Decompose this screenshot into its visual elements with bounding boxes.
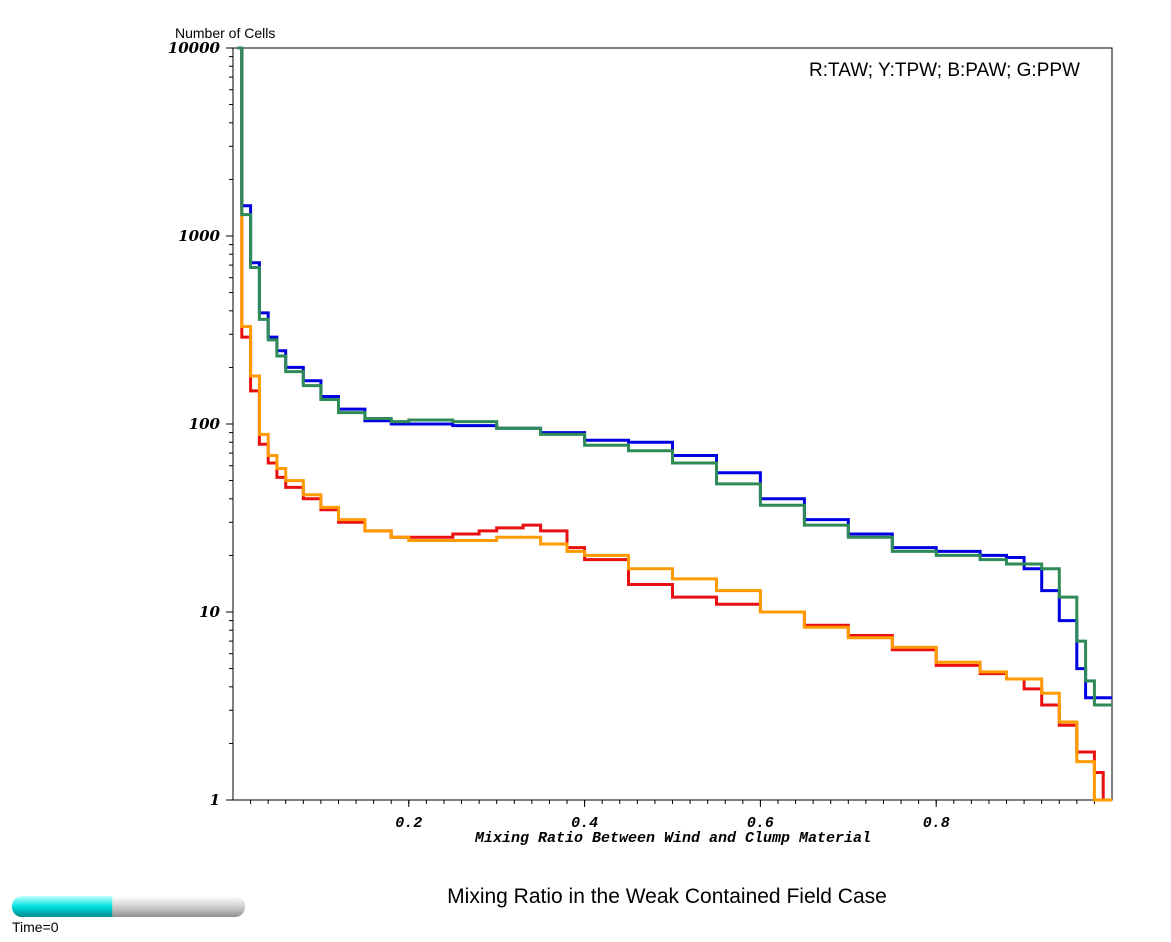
chart-title: Mixing Ratio in the Weak Contained Field…	[447, 885, 887, 908]
y-tick-label: 1	[210, 791, 220, 809]
y-axis-label: Number of Cells	[175, 25, 275, 41]
x-tick-label: 0.2	[395, 815, 422, 832]
time-slider-fill	[12, 896, 113, 917]
y-tick-label: 10	[199, 603, 220, 621]
x-tick-label: 0.6	[747, 815, 774, 832]
series-line-R	[240, 48, 1112, 802]
legend: R:TAW; Y:TPW; B:PAW; G:PPW	[809, 60, 1080, 81]
y-tick-label: 1000	[178, 227, 220, 245]
axes: 1 10 100 1000 10000 0.2 0.4 0.6 0.8	[168, 39, 1113, 832]
y-tick-label: 10000	[168, 39, 221, 57]
series-line-B	[240, 48, 1112, 700]
x-axis-label: Mixing Ratio Between Wind and Clump Mate…	[474, 830, 871, 847]
series-line-Y	[240, 48, 1112, 802]
y-tick-label: 100	[189, 415, 221, 433]
time-label: Time=0	[12, 919, 59, 935]
x-tick-label: 0.4	[571, 815, 598, 832]
plot-frame	[232, 47, 1113, 801]
series-layer	[237, 46, 1112, 802]
series-line-G	[237, 46, 1112, 707]
time-slider[interactable]	[12, 896, 245, 917]
x-tick-label: 0.8	[923, 815, 950, 832]
